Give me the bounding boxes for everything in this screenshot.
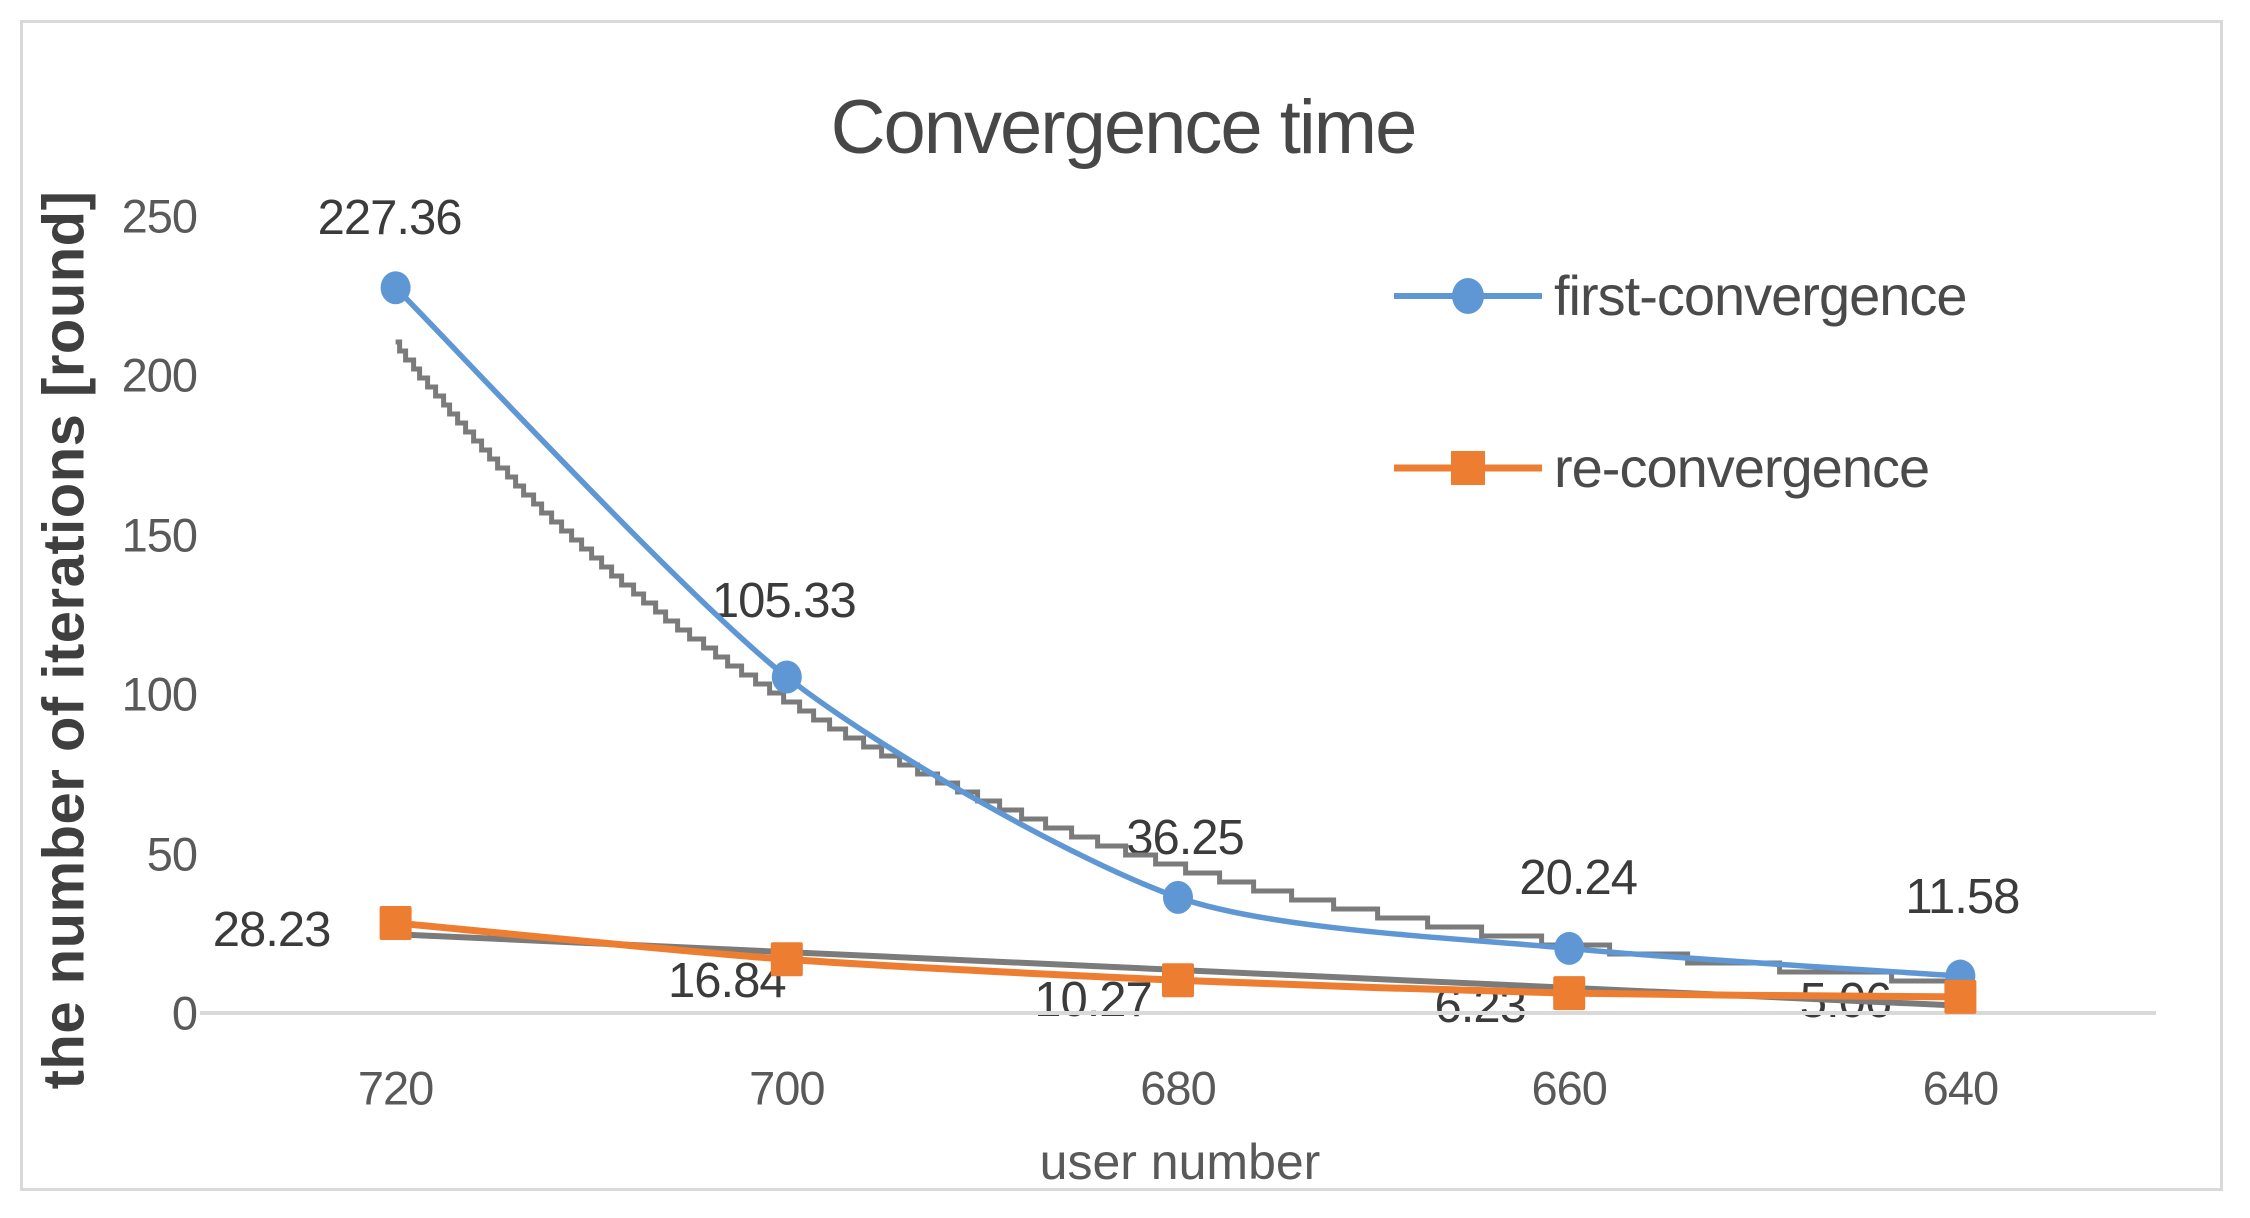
data-label: 11.58 <box>1905 870 2020 925</box>
line-square-marker-icon <box>1394 450 1542 485</box>
x-tick-label: 660 <box>1531 1061 1607 1115</box>
y-tick-label: 100 <box>121 667 198 721</box>
data-label: 20.24 <box>1519 851 1638 906</box>
y-axis-title: the number of iterations [round] <box>31 190 97 1090</box>
x-tick-label: 640 <box>1922 1061 1999 1115</box>
data-label: 10.27 <box>1034 973 1153 1028</box>
legend-label: re-convergence <box>1554 436 1930 499</box>
data-label: 227.36 <box>317 190 463 245</box>
data-label: 28.23 <box>212 902 332 957</box>
y-tick-label: 0 <box>171 986 198 1040</box>
y-tick-label: 50 <box>146 827 198 880</box>
data-label: 16.84 <box>667 954 787 1009</box>
y-tick-label: 250 <box>121 189 198 242</box>
legend-item-first-convergence: first-convergence <box>1392 263 1968 328</box>
legend-item-re-convergence: re-convergence <box>1392 435 1930 500</box>
x-tick-label: 700 <box>749 1061 825 1115</box>
x-tick-label: 680 <box>1140 1061 1216 1115</box>
data-label: 6.23 <box>1434 979 1527 1034</box>
x-axis-title: user number <box>1039 1134 1321 1190</box>
data-label: 36.25 <box>1126 811 1245 866</box>
x-tick-label: 720 <box>357 1061 434 1115</box>
data-label: 5.06 <box>1799 973 1892 1028</box>
y-tick-label: 200 <box>121 348 198 402</box>
y-tick-label: 150 <box>121 508 198 561</box>
chart-title: Convergence time <box>830 85 1418 170</box>
data-label: 105.33 <box>711 573 857 628</box>
legend-label: first-convergence <box>1554 264 1968 327</box>
line-circle-marker-icon <box>1394 277 1542 314</box>
